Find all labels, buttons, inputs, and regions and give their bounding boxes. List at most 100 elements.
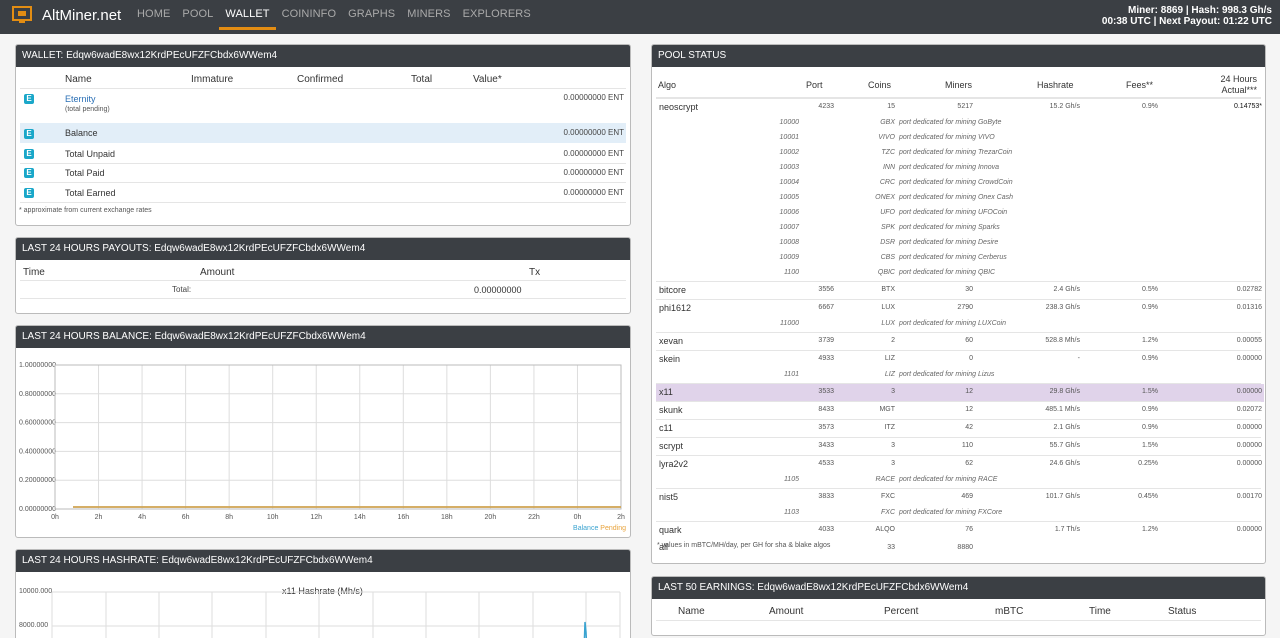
balance-xtick: 22h xyxy=(528,514,540,521)
unpaid-label: Total Unpaid xyxy=(65,149,116,159)
hash-ytick-1: 8000.000 xyxy=(19,622,49,629)
pool-row-phi1612[interactable]: phi1612 6667 LUX 2790 238.3 Gh/s 0.9% 0.01316 xyxy=(656,300,1264,318)
nav-coininfo[interactable]: COININFO xyxy=(281,8,337,20)
coins: MGT xyxy=(879,406,895,413)
actual: 0.14753* xyxy=(1233,103,1262,110)
coins: 3 xyxy=(891,388,895,395)
pool-row-all[interactable]: all 33 8880 xyxy=(656,540,1264,553)
earn-col-percent: Percent xyxy=(884,606,919,617)
eternity-link[interactable]: Eternity xyxy=(65,94,96,104)
nav-home[interactable]: HOME xyxy=(137,8,171,20)
balance-xtick: 4h xyxy=(138,514,146,521)
algo-name: skunk xyxy=(659,405,683,415)
coins: 3 xyxy=(891,460,895,467)
nav-wallet[interactable]: WALLET xyxy=(219,8,276,30)
payout-col-time: Time xyxy=(23,267,45,278)
payout-col-amount: Amount xyxy=(200,267,235,278)
actual: 0.02782 xyxy=(1236,286,1262,293)
pool-row-scrypt[interactable]: scrypt 3433 3 110 55.7 Gh/s 1.5% 0.00000 xyxy=(656,438,1264,456)
pool-row-lyra2v2[interactable]: lyra2v2 4533 3 62 24.6 Gh/s 0.25% 0.00000 xyxy=(656,456,1264,474)
pool-subrow: 10007 SPK port dedicated for mining Sparks xyxy=(656,222,1264,237)
pool-subrow: 10005 ONEX port dedicated for mining Onex … xyxy=(656,192,1264,207)
coins: 3 xyxy=(891,442,895,449)
algo-name: all xyxy=(659,542,669,552)
sub-port: 10005 xyxy=(779,194,799,201)
port: 3533 xyxy=(818,388,834,395)
top-navbar: AltMiner.net HOME POOL WALLET COININFO G… xyxy=(0,0,1280,34)
balance-ytick: 0.80000000 xyxy=(19,391,56,398)
pool-row-skunk[interactable]: skunk 8433 MGT 12 485.1 Mh/s 0.9% 0.02072 xyxy=(656,402,1264,420)
earn-col-mbtc: mBTC xyxy=(995,606,1024,617)
pool-subrow: 10006 UFO port dedicated for mining UFOCoi… xyxy=(656,207,1264,222)
nav-miners[interactable]: MINERS xyxy=(407,8,451,20)
hashrate: 528.8 Mh/s xyxy=(1045,337,1080,344)
pool-subrow: 1105 RACE port dedicated for mining RACE xyxy=(656,474,1264,489)
hashrate: 1.7 Th/s xyxy=(1054,526,1080,533)
sub-desc: port dedicated for mining CrowdCoin xyxy=(899,179,1013,186)
earn-col-status: Status xyxy=(1168,606,1197,617)
nav-explorers[interactable]: EXPLORERS xyxy=(462,8,531,20)
sub-desc: port dedicated for mining Lizus xyxy=(899,371,995,378)
pool-row-c11[interactable]: c11 3573 ITZ 42 2.1 Gh/s 0.9% 0.00000 xyxy=(656,420,1264,438)
fees: 0.9% xyxy=(1142,355,1158,362)
algo-name: neoscrypt xyxy=(659,102,699,112)
pool-row-xevan[interactable]: xevan 3739 2 60 528.8 Mh/s 1.2% 0.00055 xyxy=(656,333,1264,351)
miners: 8880 xyxy=(957,544,973,551)
pool-row-bitcore[interactable]: bitcore 3556 BTX 30 2.4 Gh/s 0.5% 0.02782 xyxy=(656,282,1264,300)
pool-col-actual: Actual*** xyxy=(1221,85,1257,95)
hashrate-chart xyxy=(51,591,621,638)
sub-coin: RACE xyxy=(875,476,895,483)
miners: 5217 xyxy=(957,103,973,110)
payout-total-value: 0.00000000 xyxy=(474,285,522,295)
sub-port: 10000 xyxy=(779,119,799,126)
miners: 12 xyxy=(965,406,973,413)
balance-xtick: 12h xyxy=(310,514,322,521)
pool-row-quark[interactable]: quark 4033 ALQO 76 1.7 Th/s 1.2% 0.00000 xyxy=(656,522,1264,540)
pool-subrow: 1103 FXC port dedicated for mining FXCore xyxy=(656,507,1264,522)
balance-plot-border xyxy=(54,364,622,510)
sub-coin: LIZ xyxy=(884,371,895,378)
pool-row-x11[interactable]: x11 3533 3 12 29.8 Gh/s 1.5% 0.00000 xyxy=(656,384,1264,402)
fees: 0.9% xyxy=(1142,103,1158,110)
nav-pool[interactable]: POOL xyxy=(182,8,214,20)
pool-row-skein[interactable]: skein 4933 LIZ 0 - 0.9% 0.00000 xyxy=(656,351,1264,369)
earn-col-name: Name xyxy=(678,606,705,617)
hashrate: 485.1 Mh/s xyxy=(1045,406,1080,413)
earnings-title: LAST 50 EARNINGS: Edqw6wadE8wx12KrdPEcUF… xyxy=(652,577,1265,599)
balance-ytick: 0.40000000 xyxy=(19,448,56,455)
balance-ytick: 0.00000000 xyxy=(19,506,56,513)
pool-col-miners: Miners xyxy=(945,80,973,90)
balance-xtick: 10h xyxy=(267,514,279,521)
pool-row-nist5[interactable]: nist5 3833 FXC 469 101.7 Gh/s 0.45% 0.00170 xyxy=(656,489,1264,507)
hashrate: 238.3 Gh/s xyxy=(1045,304,1080,311)
payouts-panel: LAST 24 HOURS PAYOUTS: Edqw6wadE8wx12Krd… xyxy=(15,237,631,314)
brand-name[interactable]: AltMiner.net xyxy=(42,7,122,24)
sub-port: 10006 xyxy=(779,209,799,216)
balance-xtick: 0h xyxy=(51,514,59,521)
hashrate: 24.6 Gh/s xyxy=(1049,460,1080,467)
algo-name: nist5 xyxy=(659,492,679,502)
actual: 0.01316 xyxy=(1236,304,1262,311)
sub-port: 10002 xyxy=(779,149,799,156)
paid-value[interactable]: 0.00000000 ENT xyxy=(563,168,625,177)
nav-graphs[interactable]: GRAPHS xyxy=(348,8,396,20)
port: 3556 xyxy=(818,286,834,293)
balance-xtick: 14h xyxy=(354,514,366,521)
pool-status-title: POOL STATUS xyxy=(652,45,1265,67)
miners: 30 xyxy=(965,286,973,293)
earned-label: Total Earned xyxy=(65,188,116,198)
pool-status-panel: POOL STATUS Algo Port Coins Miners Hashr… xyxy=(651,44,1266,564)
pool-row-neoscrypt[interactable]: neoscrypt 4233 15 5217 15.2 Gh/s 0.9% 0.14753* xyxy=(656,99,1264,117)
fees: 1.2% xyxy=(1142,337,1158,344)
sub-port: 10007 xyxy=(779,224,799,231)
col-immature: Immature xyxy=(191,74,234,85)
fees: 0.9% xyxy=(1142,406,1158,413)
algo-name: quark xyxy=(659,525,682,535)
port: 3433 xyxy=(818,442,834,449)
sub-port: 1100 xyxy=(783,269,799,276)
fees: 0.5% xyxy=(1142,286,1158,293)
coins: BTX xyxy=(881,286,895,293)
sub-desc: port dedicated for mining RACE xyxy=(899,476,998,483)
sub-port: 1103 xyxy=(783,509,799,516)
port: 8433 xyxy=(818,406,834,413)
